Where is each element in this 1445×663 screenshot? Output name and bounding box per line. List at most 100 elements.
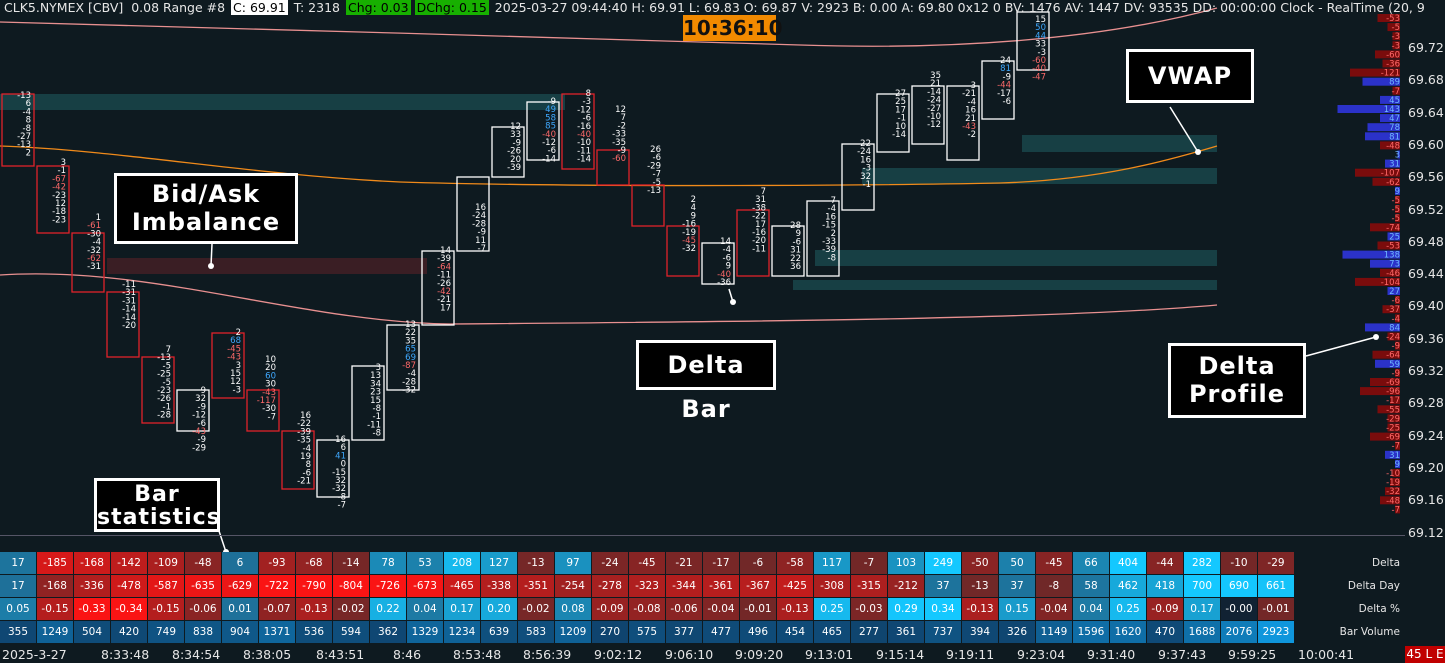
footprint-value: 17	[895, 105, 906, 115]
profile-value: 25	[1389, 232, 1400, 242]
price-tick-label: 69.48	[1408, 233, 1444, 249]
callout-pointer	[1169, 106, 1199, 153]
footprint-value: 8	[306, 460, 311, 470]
footprint-value: -47	[1032, 72, 1046, 82]
profile-bar	[1342, 250, 1400, 259]
stat-cell: 103	[888, 552, 925, 575]
footprint-value: 81	[1000, 64, 1011, 74]
profile-value: -24	[1386, 333, 1400, 343]
footprint-value: -13	[17, 91, 31, 101]
stat-cell: -8	[1036, 575, 1073, 598]
footprint-bar	[596, 149, 630, 186]
stat-cell: 0.29	[888, 598, 925, 621]
stat-cell: -21	[666, 552, 703, 575]
profile-value: -121	[1381, 69, 1400, 79]
footprint-value: -6	[303, 468, 311, 478]
footprint-value: -40	[542, 130, 556, 140]
stat-cell: 477	[703, 621, 740, 644]
footprint-value: -14	[122, 305, 136, 315]
footprint-value: -42	[52, 183, 66, 193]
footprint-value: -30	[262, 404, 276, 414]
stat-cell: -478	[111, 575, 148, 598]
price-tick-label: 69.20	[1408, 459, 1444, 475]
stat-cell: -50	[962, 552, 999, 575]
stat-cell: 1371	[259, 621, 296, 644]
footprint-value: -61	[87, 221, 101, 231]
profile-value: -37	[1386, 305, 1400, 315]
footprint-value: -45	[682, 236, 696, 246]
footprint-value: 36	[790, 262, 801, 272]
stat-cell: -13	[518, 552, 555, 575]
footprint-bar	[386, 324, 420, 391]
stat-cell: -0.13	[962, 598, 999, 621]
stat-cell: -0.13	[296, 598, 333, 621]
profile-bar	[1380, 95, 1400, 104]
footprint-value: 2	[236, 328, 241, 338]
footprint-value: -23	[52, 191, 66, 201]
stat-cell: -13	[962, 575, 999, 598]
profile-bar	[1355, 277, 1400, 286]
footprint-bar	[631, 184, 665, 227]
stat-cell: -790	[296, 575, 333, 598]
footprint-value: -40	[1032, 64, 1046, 74]
stat-cell: -336	[74, 575, 111, 598]
profile-bar	[1390, 478, 1400, 487]
stat-cell: -635	[185, 575, 222, 598]
profile-bar	[1395, 368, 1400, 377]
zone-band	[815, 250, 1217, 266]
footprint-value: -64	[437, 262, 451, 272]
footprint-value: -26	[157, 394, 171, 404]
stat-cell: 17	[0, 552, 37, 575]
stat-cell: -29	[1258, 552, 1295, 575]
callout-pointer-dot	[1373, 334, 1379, 340]
footprint-value: -4	[408, 369, 416, 379]
footprint-value: -7	[268, 412, 276, 422]
pane-divider	[0, 535, 1405, 536]
stat-cell: -0.01	[1258, 598, 1295, 621]
footprint-value: -6	[653, 153, 661, 163]
stat-cell: -367	[740, 575, 777, 598]
footprint-value: -43	[192, 427, 206, 437]
zone-band	[0, 94, 565, 110]
footprint-value: -39	[822, 245, 836, 255]
stat-cell: -804	[333, 575, 370, 598]
footprint-value: -24	[472, 211, 486, 221]
footprint-value: 4	[691, 203, 696, 213]
time-tick-label: 9:06:10	[665, 647, 714, 662]
profile-value: 31	[1389, 451, 1400, 461]
footprint-value: -12	[542, 138, 556, 148]
profile-bar	[1392, 41, 1400, 50]
footprint-value: 20	[510, 155, 521, 165]
profile-bar	[1385, 450, 1400, 459]
stat-cell: -58	[777, 552, 814, 575]
footprint-value: 16	[860, 155, 871, 165]
stat-cell: -0.34	[111, 598, 148, 621]
footprint-value: -28	[157, 411, 171, 421]
stat-cell: -361	[703, 575, 740, 598]
footprint-value: -11	[577, 146, 591, 156]
profile-bar	[1392, 469, 1400, 477]
price-tick-label: 69.40	[1408, 298, 1444, 314]
profile-value: -7	[1392, 505, 1400, 515]
footprint-value: -6	[793, 237, 801, 247]
footprint-bar	[841, 143, 875, 211]
footprint-value: -6	[583, 114, 591, 124]
footprint-value: 15	[230, 369, 241, 379]
footprint-value: 23	[370, 388, 381, 398]
footprint-value: -4	[723, 245, 731, 255]
stat-cell: 0.15	[999, 598, 1036, 621]
time-tick-label: 8:34:54	[172, 647, 221, 662]
footprint-value: -43	[227, 353, 241, 363]
profile-bar	[1387, 232, 1400, 241]
footprint-bar	[71, 232, 105, 293]
profile-bar	[1395, 214, 1400, 223]
stat-cell: 0.25	[1110, 598, 1147, 621]
stat-cell: -0.06	[666, 598, 703, 621]
footprint-value: 21	[965, 114, 976, 124]
footprint-value: -1	[898, 114, 906, 124]
footprint-value: 13	[405, 320, 416, 330]
profile-bar	[1380, 268, 1400, 277]
footprint-value: -27	[927, 104, 941, 114]
footprint-value: -13	[647, 186, 661, 196]
